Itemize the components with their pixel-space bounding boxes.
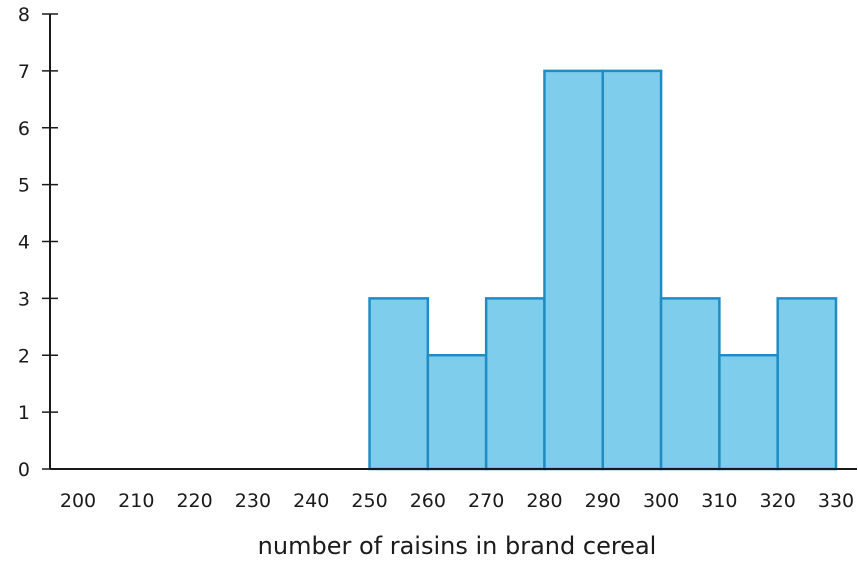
x-tick-label: 330 — [818, 490, 854, 512]
bars-group — [368, 69, 838, 471]
x-tick-label: 320 — [760, 490, 796, 512]
histogram-bar — [426, 354, 488, 471]
histogram-bar — [659, 297, 721, 471]
x-tick-label: 310 — [701, 490, 737, 512]
x-tick-label: 240 — [293, 490, 329, 512]
x-tick-label: 250 — [351, 490, 387, 512]
histogram-bar — [484, 297, 546, 471]
x-tick-label: 270 — [468, 490, 504, 512]
x-axis-ticks: 200 210 220 230 240 250 260 270 280 290 300 310 320 3… — [60, 490, 854, 512]
y-tick-label: 0 — [18, 459, 30, 481]
histogram-bar — [718, 354, 779, 471]
y-tick-label: 3 — [18, 288, 30, 310]
y-tick-label: 5 — [18, 175, 30, 197]
histogram-bar — [776, 297, 838, 471]
y-tick-label: 8 — [18, 4, 30, 26]
x-tick-label: 210 — [118, 490, 154, 512]
x-tick-label: 300 — [643, 490, 679, 512]
y-tick-label: 2 — [18, 345, 30, 367]
x-tick-label: 200 — [60, 490, 96, 512]
y-axis-ticks: 0 1 2 3 4 5 6 7 8 — [18, 4, 58, 481]
histogram-bar — [601, 69, 663, 471]
y-tick-label: 7 — [18, 61, 30, 83]
x-axis-title: number of raisins in brand cereal — [258, 532, 657, 560]
y-tick-label: 6 — [18, 118, 30, 140]
x-tick-label: 220 — [176, 490, 212, 512]
x-tick-label: 280 — [526, 490, 562, 512]
x-tick-label: 290 — [585, 490, 621, 512]
y-tick-label: 1 — [18, 402, 30, 424]
x-tick-label: 260 — [410, 490, 446, 512]
y-tick-label: 4 — [18, 232, 30, 254]
histogram-bar — [543, 69, 605, 471]
x-tick-label: 230 — [235, 490, 271, 512]
histogram-bar — [368, 297, 430, 471]
